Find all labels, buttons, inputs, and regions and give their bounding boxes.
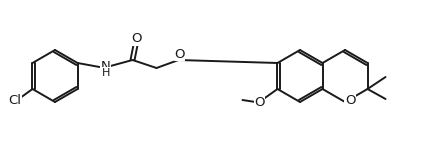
Text: O: O: [345, 95, 355, 107]
Text: O: O: [131, 33, 142, 45]
Text: H: H: [102, 68, 111, 78]
Text: O: O: [254, 95, 265, 109]
Text: O: O: [174, 47, 185, 60]
Text: N: N: [101, 59, 110, 73]
Text: Cl: Cl: [8, 95, 21, 107]
